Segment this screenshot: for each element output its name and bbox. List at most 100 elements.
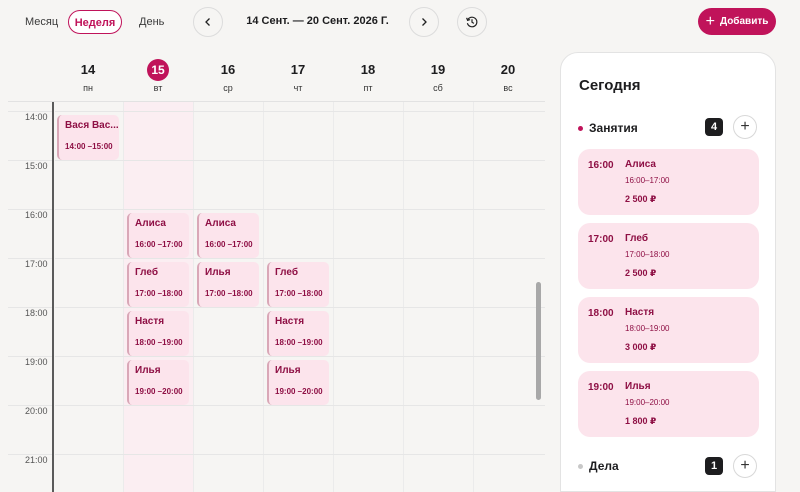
- chevron-left-icon: [205, 18, 210, 26]
- event-name: Глеб: [275, 267, 298, 278]
- column-divider: [193, 102, 194, 492]
- lesson-price: 3 000 ₽: [625, 342, 657, 352]
- today-panel: Сегодня Занятия 4 + 16:00 Алиса 16:00–17…: [560, 52, 776, 492]
- top-toolbar: Месяц Неделя День 14 Сент. — 20 Сент. 20…: [0, 0, 800, 44]
- event-block[interactable]: Глеб 17:00 –18:00: [267, 262, 329, 307]
- event-block[interactable]: Настя 18:00 –19:00: [267, 311, 329, 356]
- lesson-card[interactable]: 19:00 Илья 19:00–20:00 1 800 ₽: [578, 371, 759, 437]
- event-name: Илья: [275, 365, 301, 376]
- chevron-right-icon: [422, 18, 427, 26]
- week-calendar: 14 пн 15 вт 16 ср 17 чт 18 пт 19 сб 20 в…: [0, 44, 545, 492]
- add-task-button[interactable]: +: [733, 454, 757, 478]
- column-divider: [333, 102, 334, 492]
- hour-tick: [8, 405, 52, 406]
- lesson-price: 1 800 ₽: [625, 416, 657, 426]
- event-name: Алиса: [205, 218, 236, 229]
- history-button[interactable]: [457, 7, 487, 37]
- history-icon: [466, 16, 478, 28]
- event-name: Глеб: [135, 267, 158, 278]
- day-header-thu[interactable]: 17 чт: [263, 44, 333, 102]
- tasks-count-badge: 1: [705, 457, 723, 475]
- hour-line: [55, 160, 545, 161]
- day-header-fri[interactable]: 18 пт: [333, 44, 403, 102]
- event-block[interactable]: Алиса 16:00 –17:00: [127, 213, 189, 258]
- today-panel-title: Сегодня: [579, 77, 641, 94]
- view-month-tab[interactable]: Месяц: [25, 16, 59, 28]
- day-header-tue[interactable]: 15 вт: [123, 44, 193, 102]
- day-name: пн: [83, 83, 93, 93]
- lesson-price: 2 500 ₽: [625, 194, 657, 204]
- hour-tick: [8, 160, 52, 161]
- hour-label: 14:00: [25, 112, 48, 122]
- hour-label: 21:00: [25, 455, 48, 465]
- view-week-tab[interactable]: Неделя: [68, 10, 122, 34]
- hour-line: [55, 356, 545, 357]
- lesson-card[interactable]: 16:00 Алиса 16:00–17:00 2 500 ₽: [578, 149, 759, 215]
- event-time: 19:00 –20:00: [275, 387, 323, 396]
- event-time: 17:00 –18:00: [275, 289, 323, 298]
- hour-label: 18:00: [25, 308, 48, 318]
- event-block[interactable]: Илья 17:00 –18:00: [197, 262, 259, 307]
- lesson-name: Глеб: [625, 233, 648, 244]
- hour-line: [55, 209, 545, 210]
- column-divider: [403, 102, 404, 492]
- next-week-button[interactable]: [409, 7, 439, 37]
- lesson-name: Алиса: [625, 159, 656, 170]
- lessons-dot-icon: [578, 126, 583, 131]
- hour-line: [55, 454, 545, 455]
- event-block[interactable]: Настя 18:00 –19:00: [127, 311, 189, 356]
- event-time: 16:00 –17:00: [205, 240, 253, 249]
- add-button-label: Добавить: [719, 16, 769, 27]
- view-day-tab[interactable]: День: [139, 16, 165, 28]
- plus-icon: +: [705, 12, 715, 30]
- day-header-mon[interactable]: 14 пн: [53, 44, 123, 102]
- tasks-dot-icon: [578, 464, 583, 469]
- event-name: Илья: [135, 365, 161, 376]
- hour-line: [55, 405, 545, 406]
- event-name: Настя: [275, 316, 305, 327]
- lesson-start: 18:00: [588, 308, 614, 319]
- add-button[interactable]: + Добавить: [698, 8, 776, 35]
- hour-label: 15:00: [25, 161, 48, 171]
- event-block[interactable]: Илья 19:00 –20:00: [267, 360, 329, 405]
- column-divider: [263, 102, 264, 492]
- time-grid[interactable]: 14:00 15:00 16:00 17:00 18:00 19:00 20:0…: [0, 102, 545, 492]
- lesson-start: 19:00: [588, 382, 614, 393]
- lesson-name: Илья: [625, 381, 651, 392]
- day-name: чт: [293, 83, 303, 93]
- hour-label: 19:00: [25, 357, 48, 367]
- hour-tick: [8, 111, 52, 112]
- day-number: 20: [500, 62, 516, 77]
- event-name: Алиса: [135, 218, 166, 229]
- time-axis-line: [52, 102, 54, 492]
- lesson-range: 17:00–18:00: [625, 250, 670, 259]
- column-divider: [123, 102, 124, 492]
- event-block[interactable]: Алиса 16:00 –17:00: [197, 213, 259, 258]
- event-name: Вася Вас...: [65, 120, 119, 131]
- day-header-wed[interactable]: 16 ср: [193, 44, 263, 102]
- hour-label: 17:00: [25, 259, 48, 269]
- hour-tick: [8, 258, 52, 259]
- day-name: вт: [153, 83, 163, 93]
- lesson-start: 17:00: [588, 234, 614, 245]
- day-number: 14: [80, 62, 96, 77]
- column-divider: [473, 102, 474, 492]
- event-block[interactable]: Глеб 17:00 –18:00: [127, 262, 189, 307]
- event-block[interactable]: Вася Вас... 14:00 –15:00: [57, 115, 119, 160]
- add-lesson-button[interactable]: +: [733, 115, 757, 139]
- event-time: 16:00 –17:00: [135, 240, 183, 249]
- day-header-sun[interactable]: 20 вс: [473, 44, 543, 102]
- lesson-range: 18:00–19:00: [625, 324, 670, 333]
- lesson-card[interactable]: 18:00 Настя 18:00–19:00 3 000 ₽: [578, 297, 759, 363]
- lessons-section-label: Занятия: [589, 121, 638, 135]
- lesson-card[interactable]: 17:00 Глеб 17:00–18:00 2 500 ₽: [578, 223, 759, 289]
- event-block[interactable]: Илья 19:00 –20:00: [127, 360, 189, 405]
- day-header-sat[interactable]: 19 сб: [403, 44, 473, 102]
- hour-line: [55, 258, 545, 259]
- event-time: 18:00 –19:00: [275, 338, 323, 347]
- prev-week-button[interactable]: [193, 7, 223, 37]
- event-time: 18:00 –19:00: [135, 338, 183, 347]
- lesson-range: 16:00–17:00: [625, 176, 670, 185]
- calendar-scrollbar[interactable]: [536, 282, 541, 400]
- lesson-price: 2 500 ₽: [625, 268, 657, 278]
